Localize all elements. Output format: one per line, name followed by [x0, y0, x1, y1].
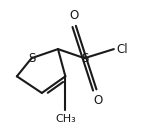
Text: Cl: Cl [117, 43, 128, 56]
Text: S: S [81, 52, 88, 65]
Text: S: S [28, 52, 35, 65]
Text: CH₃: CH₃ [55, 114, 76, 124]
Text: O: O [70, 9, 79, 22]
Text: O: O [93, 94, 102, 107]
